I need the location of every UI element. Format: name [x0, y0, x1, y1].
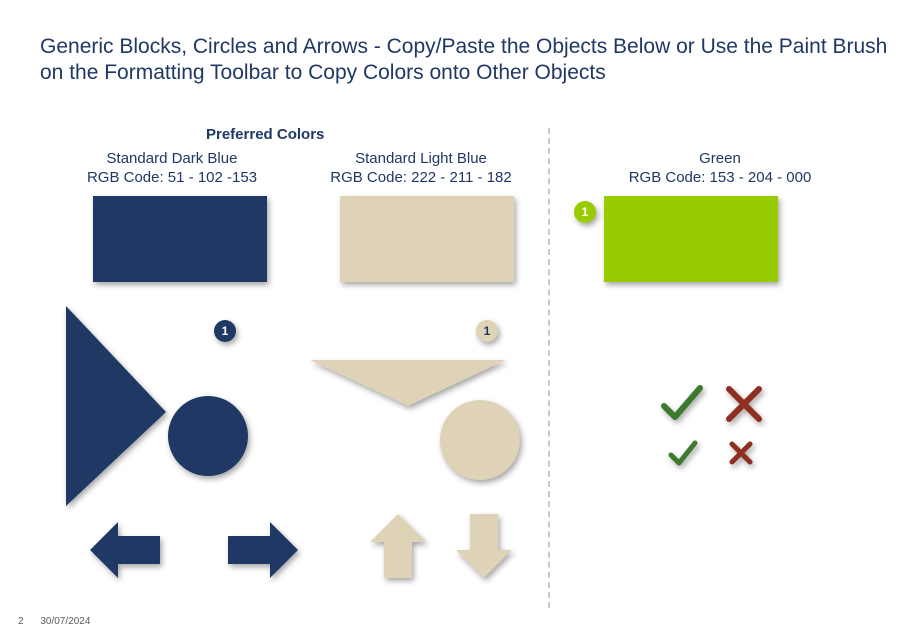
badge-dark-1: 1 [214, 320, 236, 342]
page-title: Generic Blocks, Circles and Arrows - Cop… [40, 34, 900, 87]
badge-light-1: 1 [476, 320, 498, 342]
shape-rect-dark-blue [93, 196, 267, 282]
shape-arrow-down-light-blue [456, 514, 512, 578]
checkmark-large-icon [660, 384, 704, 424]
footer: 2 30/07/2024 [18, 616, 90, 627]
shape-triangle-dark-blue [66, 306, 166, 506]
badge-green-1: 1 [574, 201, 596, 223]
label-green: Green RGB Code: 153 - 204 - 000 [590, 150, 850, 188]
shape-rect-light-blue [340, 196, 514, 282]
shape-arrow-up-light-blue [370, 514, 426, 578]
label-dark-blue-code: RGB Code: 51 - 102 -153 [87, 169, 257, 186]
label-light-blue-code: RGB Code: 222 - 211 - 182 [330, 169, 512, 186]
cross-large-icon [724, 384, 764, 424]
shape-rect-green [604, 196, 778, 282]
checkmark-small-icon [668, 440, 698, 468]
shape-arrow-left-dark-blue [90, 522, 160, 578]
footer-page-number: 2 [18, 616, 24, 627]
footer-date: 30/07/2024 [40, 616, 90, 627]
label-green-code: RGB Code: 153 - 204 - 000 [629, 169, 812, 186]
shape-arrow-right-dark-blue [228, 522, 298, 578]
vertical-divider [548, 128, 550, 608]
label-dark-blue: Standard Dark Blue RGB Code: 51 - 102 -1… [62, 150, 282, 188]
badge-dark-1-label: 1 [222, 324, 229, 338]
badge-light-1-label: 1 [484, 324, 491, 338]
label-green-name: Green [699, 150, 741, 167]
section-header-preferred-colors: Preferred Colors [206, 126, 324, 143]
shape-circle-light-blue [440, 400, 520, 480]
label-light-blue-name: Standard Light Blue [355, 150, 487, 167]
label-dark-blue-name: Standard Dark Blue [107, 150, 238, 167]
label-light-blue: Standard Light Blue RGB Code: 222 - 211 … [306, 150, 536, 188]
badge-green-1-label: 1 [582, 205, 589, 219]
shape-circle-dark-blue [168, 396, 248, 476]
cross-small-icon [728, 440, 754, 466]
